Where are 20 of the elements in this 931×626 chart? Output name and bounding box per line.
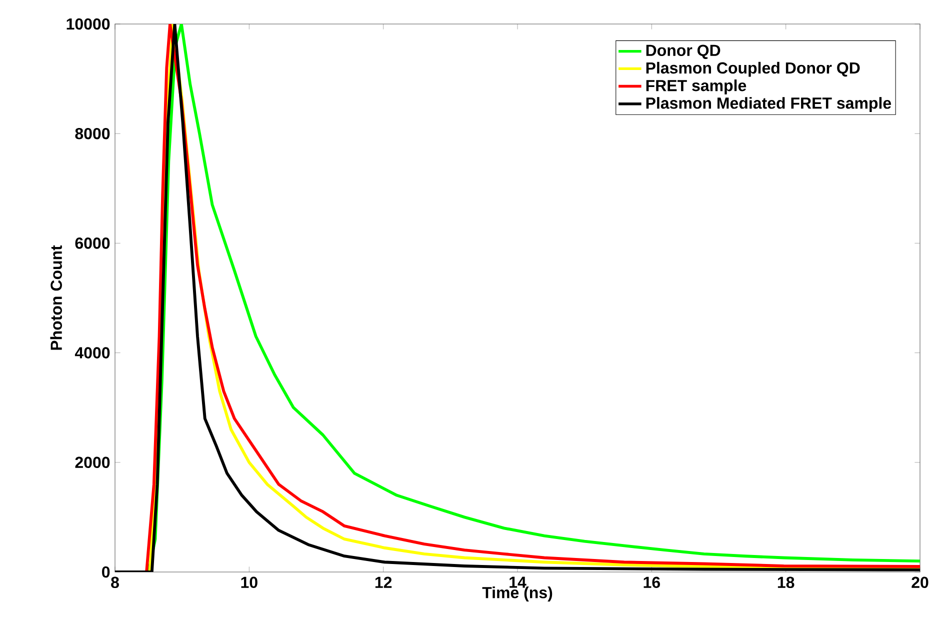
y-tick-label: 2000: [75, 456, 110, 468]
x-tick-label: 8: [111, 576, 119, 588]
y-tick-label: 0: [102, 566, 110, 578]
y-axis-title: Photon Count: [50, 245, 62, 350]
x-tick-label: 16: [644, 576, 660, 588]
x-tick-label: 18: [778, 576, 794, 588]
x-axis-title: Time (ns): [482, 586, 552, 602]
legend-label: Plasmon Mediated FRET sample: [646, 97, 892, 112]
x-tick-label: 14: [510, 576, 526, 588]
line-series: [115, 24, 920, 572]
x-tick-label: 20: [912, 576, 928, 588]
x-tick-label: 10: [241, 576, 258, 588]
y-tick-label: 4000: [74, 347, 110, 358]
x-tick-label: 12: [375, 576, 392, 588]
y-tick-label: 8000: [75, 128, 110, 140]
legend-label: Donor QD: [646, 44, 720, 60]
legend-label: Plasmon Coupled Donor QD: [646, 62, 860, 77]
legend-label: FRET sample: [646, 79, 746, 94]
y-tick-label: 10000: [66, 18, 110, 30]
y-tick-label: 6000: [75, 238, 110, 249]
